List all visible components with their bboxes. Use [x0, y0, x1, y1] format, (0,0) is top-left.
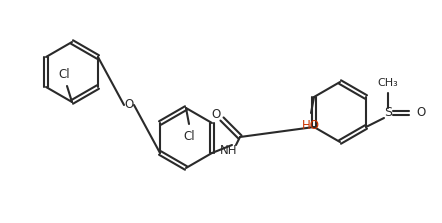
- Text: HO: HO: [302, 119, 320, 132]
- Text: Cl: Cl: [183, 130, 195, 143]
- Text: O: O: [416, 107, 425, 120]
- Text: CH₃: CH₃: [377, 78, 398, 88]
- Text: Cl: Cl: [58, 68, 70, 81]
- Text: O: O: [124, 99, 133, 112]
- Text: O: O: [211, 107, 221, 120]
- Text: NH: NH: [220, 143, 238, 157]
- Text: S: S: [384, 107, 392, 120]
